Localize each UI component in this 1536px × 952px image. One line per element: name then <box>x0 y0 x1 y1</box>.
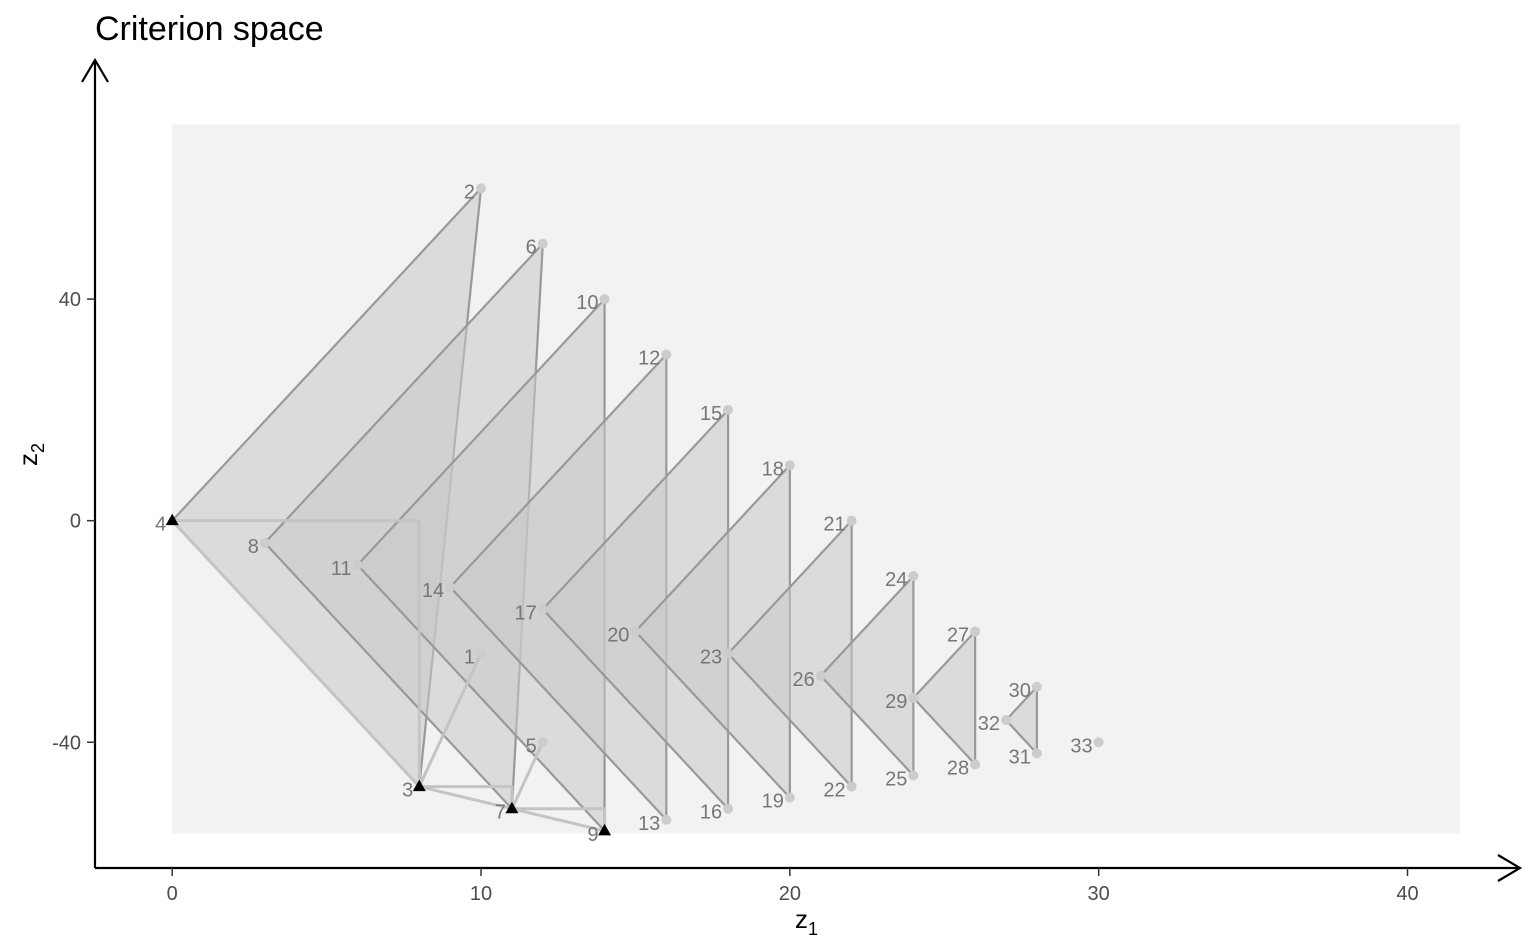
point-label-4: 4 <box>155 514 166 536</box>
point-label-8: 8 <box>248 536 259 558</box>
point-29 <box>908 692 919 703</box>
y-axis-title-main: z <box>13 453 43 466</box>
point-19 <box>784 792 795 803</box>
point-label-25: 25 <box>885 768 907 790</box>
x-tick-label-30: 30 <box>1088 883 1110 905</box>
point-label-24: 24 <box>885 569 907 591</box>
point-label-16: 16 <box>700 802 722 824</box>
point-label-6: 6 <box>526 237 537 259</box>
point-30 <box>1031 681 1042 692</box>
x-axis-title: z1 <box>795 904 818 939</box>
point-17 <box>537 604 548 615</box>
point-label-10: 10 <box>576 292 598 314</box>
point-label-26: 26 <box>792 669 814 691</box>
hull-line-4 <box>171 519 605 833</box>
nondominated-point-7 <box>505 801 519 814</box>
y-axis-title: z2 <box>13 443 48 466</box>
nondominated-point-4 <box>165 513 179 526</box>
point-label-13: 13 <box>638 813 660 835</box>
y-tick-label--40: -40 <box>52 732 81 754</box>
point-22 <box>846 781 857 792</box>
point-label-7: 7 <box>495 802 506 824</box>
x-tick-label-40: 40 <box>1396 883 1418 905</box>
point-label-20: 20 <box>607 624 629 646</box>
hull-line-3 <box>511 807 607 831</box>
point-label-29: 29 <box>885 691 907 713</box>
nondominated-point-9 <box>598 823 612 836</box>
point-label-22: 22 <box>823 780 845 802</box>
point-label-9: 9 <box>587 824 598 846</box>
point-8 <box>259 537 270 548</box>
x-tick-label-0: 0 <box>167 883 178 905</box>
nondominated-point-3 <box>412 779 426 792</box>
point-28 <box>970 759 981 770</box>
point-label-18: 18 <box>762 458 784 480</box>
cone-8 <box>819 574 915 777</box>
point-6 <box>537 238 548 249</box>
point-16 <box>723 803 734 814</box>
point-label-17: 17 <box>515 602 537 624</box>
y-tick-label-40: 40 <box>59 289 81 311</box>
hull-line-layer <box>171 519 607 833</box>
y-axis-title-sub: 2 <box>28 443 48 453</box>
cone-10 <box>1004 685 1039 755</box>
chart-title: Criterion space <box>95 10 324 48</box>
y-axis-arrow-icon <box>81 57 109 83</box>
point-27 <box>970 626 981 637</box>
x-tick-label-10: 10 <box>470 883 492 905</box>
point-label-11: 11 <box>331 558 352 580</box>
axes <box>81 57 1523 882</box>
point-label-27: 27 <box>947 624 969 646</box>
point-label-1: 1 <box>464 647 475 669</box>
point-label-33: 33 <box>1070 735 1092 757</box>
point-25 <box>908 770 919 781</box>
x-axis-title-main: z <box>795 904 808 934</box>
point-1 <box>476 648 487 659</box>
cone-layer <box>171 187 1039 832</box>
point-layer <box>165 183 1104 836</box>
point-label-5: 5 <box>526 735 537 757</box>
point-label-21: 21 <box>823 514 845 536</box>
point-label-31: 31 <box>1009 746 1031 768</box>
point-label-15: 15 <box>700 403 722 425</box>
point-label-30: 30 <box>1009 680 1031 702</box>
point-label-14: 14 <box>422 580 444 602</box>
point-32 <box>1001 715 1012 726</box>
x-axis-title-sub: 1 <box>808 919 818 939</box>
point-label-3: 3 <box>402 780 413 802</box>
point-11 <box>352 559 363 570</box>
point-13 <box>661 814 672 825</box>
point-5 <box>537 737 548 748</box>
point-10 <box>599 294 610 305</box>
hull-line-2 <box>419 741 545 811</box>
point-24 <box>908 571 919 582</box>
point-23 <box>723 648 734 659</box>
tick-layer: 0 10 20 30 40 -40 0 40 <box>52 289 1419 905</box>
cone-9 <box>912 630 977 766</box>
point-12 <box>661 349 672 360</box>
point-label-12: 12 <box>638 347 660 369</box>
x-axis-arrow-icon <box>1497 854 1523 882</box>
point-33 <box>1093 737 1104 748</box>
point-15 <box>723 404 734 415</box>
point-26 <box>815 670 826 681</box>
point-label-23: 23 <box>700 647 722 669</box>
x-tick-label-20: 20 <box>779 883 801 905</box>
point-31 <box>1031 748 1042 759</box>
y-tick-label-0: 0 <box>70 511 81 533</box>
point-21 <box>846 515 857 526</box>
point-label-2: 2 <box>464 181 475 203</box>
point-label-19: 19 <box>762 791 784 813</box>
point-2 <box>476 183 487 194</box>
point-label-layer: 1234567891011121314151617181920212223242… <box>155 181 1093 846</box>
point-18 <box>784 460 795 471</box>
point-14 <box>445 582 456 593</box>
hull-line-1 <box>172 519 483 789</box>
point-label-28: 28 <box>947 757 969 779</box>
point-label-32: 32 <box>978 713 1000 735</box>
point-20 <box>630 626 641 637</box>
